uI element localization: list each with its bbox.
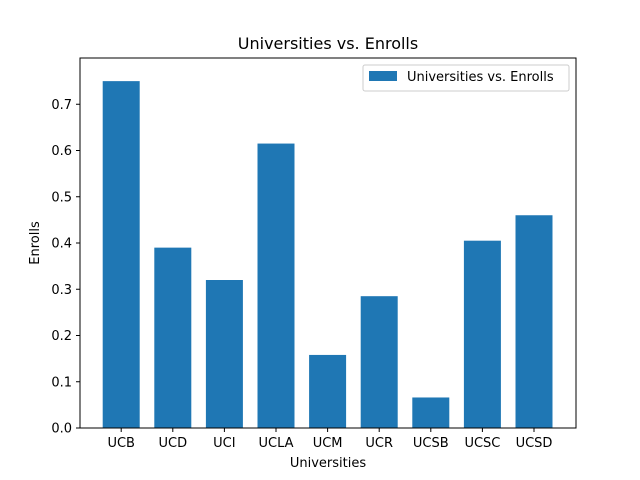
bar-uci [205,280,243,428]
x-tick-label: UCSD [516,436,553,451]
x-axis-label: Universities [290,456,366,471]
bar-ucm [309,354,347,428]
legend-box [362,64,570,92]
bar-ucb [102,81,140,429]
y-tick-label: 0.3 [51,283,72,298]
bar-ucsd [515,215,553,428]
legend-swatch [369,71,397,81]
x-tick-label: UCD [158,436,187,451]
x-tick-label: UCR [365,436,393,451]
bar-ucla [257,143,295,428]
y-axis-ticks: 0.0 0.1 0.2 0.3 0.4 0.5 0.6 0.7 [51,98,80,437]
x-axis-ticks: UCB UCD UCI UCLA UCM UCR UCSB UCSC UCSD [107,428,552,451]
y-tick-label: 0.6 [51,144,72,159]
y-tick-label: 0.7 [51,98,72,113]
x-tick-label: UCSC [464,436,500,451]
bars-group [102,81,553,429]
plot-frame [79,57,577,429]
y-tick-label: 0.4 [51,237,72,252]
y-tick-label: 0.1 [51,375,72,390]
bar-ucr [360,296,398,428]
x-tick-label: UCSB [413,436,449,451]
x-tick-label: UCM [313,436,343,451]
y-axis-label: Enrolls [28,221,43,265]
legend-label: Universities vs. Enrolls [407,70,554,85]
y-tick-label: 0.2 [51,329,72,344]
bar-ucsc [463,240,501,428]
bar-ucsb [412,397,450,428]
x-tick-label: UCI [213,436,235,451]
y-tick-label: 0.0 [51,422,72,437]
x-tick-label: UCB [107,436,135,451]
chart-title: Universities vs. Enrolls [238,34,418,53]
bar-ucd [154,247,192,429]
x-tick-label: UCLA [258,436,293,451]
legend: Universities vs. Enrolls [362,64,570,92]
y-tick-label: 0.5 [51,190,72,205]
